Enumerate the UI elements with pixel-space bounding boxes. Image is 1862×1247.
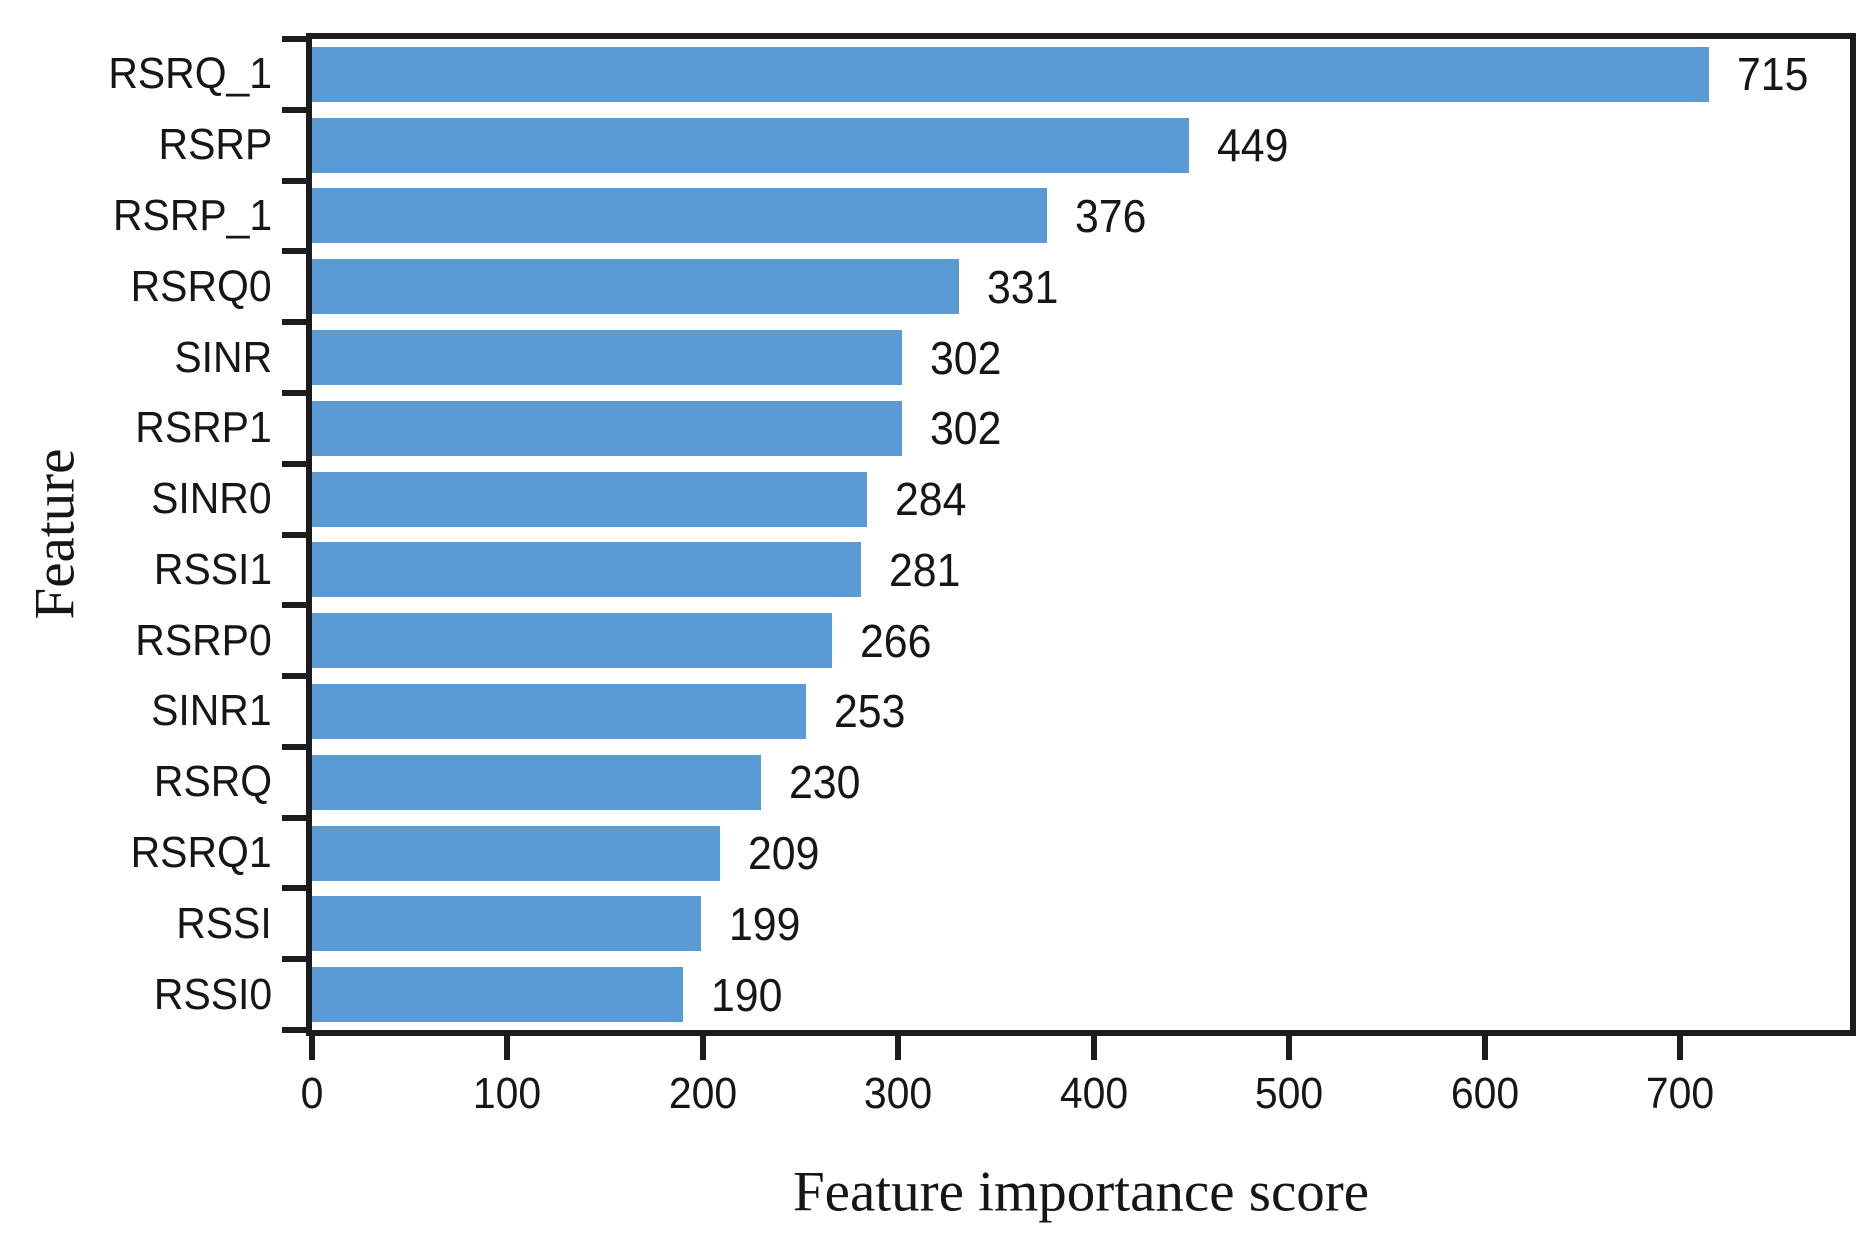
y-axis-tick <box>282 531 306 538</box>
y-axis-tick <box>282 248 306 255</box>
category-label: RSRQ <box>153 757 272 807</box>
bar <box>312 613 832 669</box>
x-axis-tick <box>504 1036 511 1060</box>
x-axis-tick <box>1286 1036 1293 1060</box>
bar-value-label: 281 <box>889 543 961 596</box>
bar-value-label: 284 <box>895 473 967 526</box>
x-axis-tick-label: 0 <box>300 1069 324 1118</box>
category-label: RSRP <box>158 120 272 170</box>
bar <box>312 259 959 315</box>
bar <box>312 471 867 527</box>
category-label: RSRP_1 <box>112 190 272 240</box>
category-label: SINR <box>174 332 272 382</box>
category-label: RSRQ_1 <box>108 49 272 99</box>
category-label: RSSI0 <box>153 969 272 1019</box>
x-axis-tick <box>895 1036 902 1060</box>
category-label: SINR0 <box>151 474 272 524</box>
bar-value-label: 266 <box>859 614 932 667</box>
bar <box>312 825 721 881</box>
bar <box>312 683 807 739</box>
category-label: RSRP0 <box>135 615 272 665</box>
y-axis-tick <box>282 319 306 326</box>
y-axis-tick <box>282 106 306 113</box>
x-axis-tick-label: 300 <box>864 1069 933 1118</box>
bar-value-label: 331 <box>986 260 1059 313</box>
x-axis-tick <box>1676 1036 1683 1060</box>
bar-value-label: 209 <box>748 827 820 880</box>
category-label: SINR1 <box>151 686 272 736</box>
x-axis-tick <box>699 1036 706 1060</box>
category-label: RSRQ1 <box>131 828 272 878</box>
x-axis-tick-label: 600 <box>1450 1069 1519 1118</box>
category-label: RSSI <box>176 898 272 948</box>
y-axis-tick <box>282 743 306 750</box>
y-axis-tick <box>282 956 306 963</box>
bar <box>312 46 1710 102</box>
bar <box>312 754 762 810</box>
bar <box>312 117 1190 173</box>
x-axis-tick-label: 700 <box>1645 1069 1715 1118</box>
x-axis-tick-label: 200 <box>668 1069 737 1118</box>
x-axis-tick-label: 100 <box>473 1069 542 1118</box>
y-axis-tick <box>282 460 306 467</box>
bar-value-label: 302 <box>930 402 1002 455</box>
x-axis-title: Feature importance score <box>792 1160 1370 1224</box>
bar-value-label: 715 <box>1737 48 1809 101</box>
plot-area <box>306 33 1856 1036</box>
y-axis-tick <box>282 673 306 680</box>
bar-value-label: 449 <box>1217 119 1289 172</box>
bar <box>312 188 1047 244</box>
y-axis-tick <box>282 1027 306 1033</box>
bar-value-label: 190 <box>711 968 783 1021</box>
x-axis-tick-label: 500 <box>1254 1069 1324 1118</box>
bar <box>312 896 701 952</box>
x-axis-tick-label: 400 <box>1059 1069 1128 1118</box>
x-axis-tick <box>309 1036 315 1060</box>
category-label: RSSI1 <box>153 544 272 594</box>
bar <box>312 330 903 386</box>
y-axis-tick <box>282 814 306 821</box>
category-label: RSRP1 <box>135 403 272 453</box>
bar <box>312 542 862 598</box>
y-axis-tick <box>282 602 306 609</box>
x-axis-tick <box>1481 1036 1488 1060</box>
y-axis-tick <box>282 389 306 396</box>
bar-value-label: 199 <box>728 897 801 950</box>
x-axis-tick <box>1090 1036 1097 1060</box>
category-label: RSRQ0 <box>131 261 272 311</box>
bar-value-label: 302 <box>930 331 1002 384</box>
bar-value-label: 376 <box>1074 189 1147 242</box>
bar-value-label: 253 <box>834 685 906 738</box>
y-axis-tick <box>282 885 306 892</box>
bar <box>312 967 684 1023</box>
bar <box>312 400 903 456</box>
y-axis-tick <box>282 177 306 184</box>
bar-value-label: 230 <box>789 756 861 809</box>
y-axis-title: Feature <box>23 448 87 620</box>
y-axis-tick <box>282 36 306 42</box>
